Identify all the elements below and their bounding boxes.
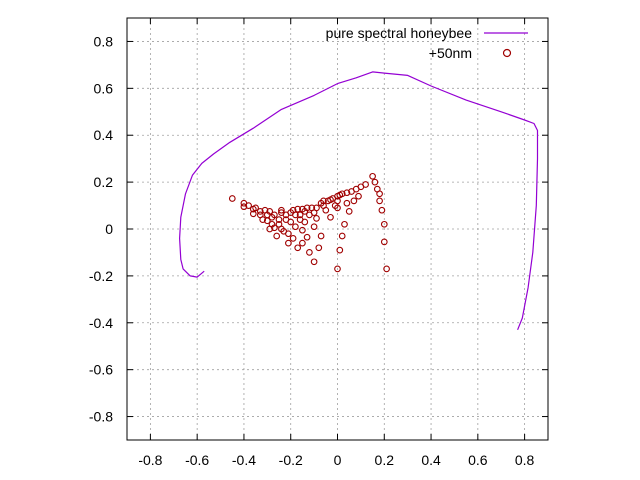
data-point xyxy=(380,220,388,228)
spectral-locus-line xyxy=(179,71,539,331)
data-point xyxy=(249,210,257,218)
x-tick-label: 0.4 xyxy=(421,452,441,468)
data-point xyxy=(338,232,346,240)
y-tick-label: 0.4 xyxy=(94,127,114,143)
data-point xyxy=(322,206,330,214)
data-point xyxy=(380,238,388,246)
y-tick-label: -0.8 xyxy=(89,409,113,425)
data-point xyxy=(292,211,299,219)
data-point xyxy=(240,203,248,211)
data-point xyxy=(306,249,313,256)
data-point xyxy=(287,218,295,226)
data-point xyxy=(256,208,264,215)
data-point xyxy=(327,213,334,221)
data-point xyxy=(338,190,346,198)
y-tick-label: 0.8 xyxy=(94,33,114,49)
data-point xyxy=(334,204,341,212)
data-point xyxy=(278,206,285,214)
x-tick-label: -0.4 xyxy=(232,452,256,468)
y-tick-label: -0.4 xyxy=(89,315,113,331)
data-point xyxy=(296,211,304,219)
data-point xyxy=(292,223,299,231)
data-point xyxy=(299,239,306,247)
series-layer xyxy=(179,71,539,331)
data-point xyxy=(271,224,278,232)
data-point xyxy=(313,204,320,212)
data-point xyxy=(334,197,341,205)
data-point xyxy=(294,205,302,213)
legend-label-spectral: pure spectral honeybee xyxy=(326,25,473,41)
x-tick-label: -0.8 xyxy=(138,452,162,468)
x-tick-label: 0 xyxy=(334,452,342,468)
grid-lines xyxy=(127,18,548,440)
data-point xyxy=(263,217,271,225)
data-point xyxy=(285,239,292,247)
data-point xyxy=(245,202,252,209)
legend: pure spectral honeybee +50nm xyxy=(326,25,528,61)
data-point xyxy=(285,230,292,238)
data-point xyxy=(303,204,311,212)
data-point xyxy=(301,218,309,226)
data-point xyxy=(315,244,323,252)
data-point xyxy=(376,190,383,198)
x-tick-label: 0.8 xyxy=(515,452,535,468)
tick-labels: -0.8 -0.6 -0.4 -0.2 0 0.2 0.4 0.6 0.8 0.8 0.6 0.4 0.… xyxy=(89,33,535,468)
data-point xyxy=(271,211,278,219)
y-tick-label: 0.6 xyxy=(94,80,114,96)
data-point xyxy=(317,232,325,240)
x-tick-label: -0.6 xyxy=(185,452,209,468)
data-point xyxy=(343,189,351,197)
data-point xyxy=(303,233,311,241)
data-point xyxy=(252,204,259,212)
data-point xyxy=(289,235,297,242)
data-point xyxy=(334,265,341,273)
data-point xyxy=(273,232,281,240)
data-point xyxy=(275,216,283,223)
x-tick-label: 0.6 xyxy=(468,452,488,468)
data-point xyxy=(310,223,318,231)
data-point xyxy=(362,181,369,188)
data-point xyxy=(345,208,353,215)
data-point xyxy=(294,244,302,252)
data-point xyxy=(310,258,318,266)
data-point xyxy=(299,226,306,234)
data-point xyxy=(259,216,267,223)
data-point xyxy=(228,195,236,202)
data-point xyxy=(378,206,386,214)
data-point xyxy=(336,246,344,254)
data-point xyxy=(266,208,274,215)
data-point xyxy=(355,192,362,200)
x-tick-label: -0.2 xyxy=(279,452,303,468)
data-point xyxy=(343,199,351,207)
axis-ticks xyxy=(127,18,548,440)
y-tick-label: 0.2 xyxy=(94,174,114,190)
y-tick-label: -0.2 xyxy=(89,268,113,284)
x-tick-label: 0.2 xyxy=(375,452,395,468)
y-tick-label: -0.6 xyxy=(89,362,113,378)
data-point xyxy=(383,265,390,273)
y-tick-label: 0 xyxy=(105,221,113,237)
data-point xyxy=(320,197,327,205)
legend-point-sample xyxy=(502,48,512,58)
legend-label-plus50nm: +50nm xyxy=(429,45,472,61)
data-point xyxy=(371,178,379,186)
data-point xyxy=(376,197,383,205)
data-point xyxy=(369,172,376,180)
data-point xyxy=(313,215,320,222)
data-point xyxy=(341,220,348,228)
data-point xyxy=(350,197,358,205)
